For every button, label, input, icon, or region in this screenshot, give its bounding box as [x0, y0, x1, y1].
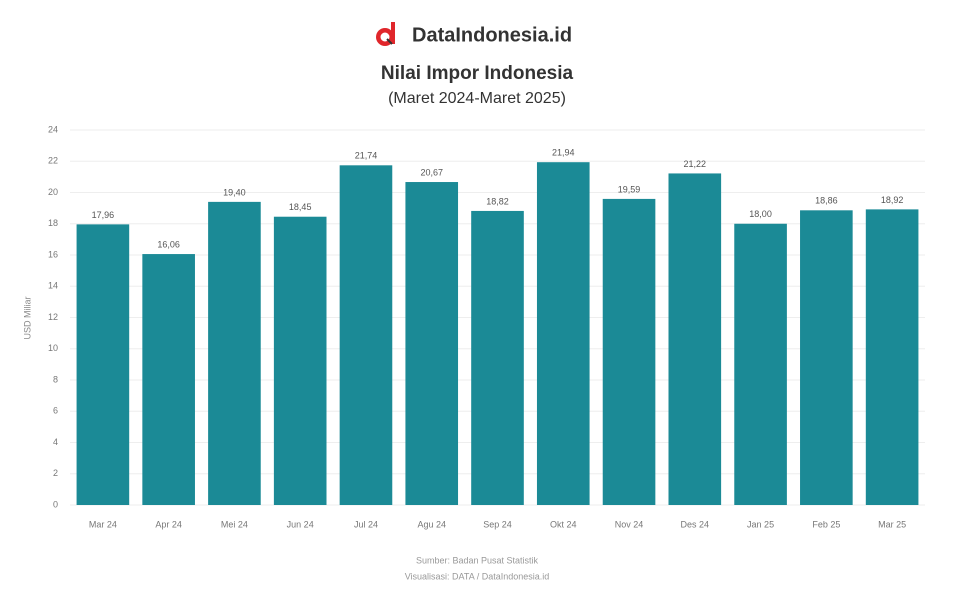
y-tick-label: 6	[53, 406, 58, 416]
y-tick-label: 2	[53, 468, 58, 478]
bar	[800, 210, 853, 505]
bar	[405, 182, 459, 505]
x-tick-label: Mar 25	[878, 519, 906, 529]
y-tick-label: 24	[48, 124, 58, 134]
value-label: 20,67	[420, 167, 443, 177]
x-tick-label: Okt 24	[550, 519, 577, 529]
x-tick-label: Apr 24	[155, 519, 182, 529]
x-tick-label: Feb 25	[812, 519, 840, 529]
value-label: 18,92	[881, 195, 904, 205]
bar	[734, 223, 787, 505]
source: Sumber: Badan Pusat Statistik	[416, 555, 539, 565]
bar	[471, 210, 524, 505]
bar	[208, 201, 261, 505]
x-tick-label: Jun 24	[287, 519, 314, 529]
value-label: 18,45	[289, 202, 312, 212]
bar	[536, 162, 590, 505]
x-tick-label: Jul 24	[354, 519, 378, 529]
x-tick-label: Des 24	[681, 519, 710, 529]
chart-subtitle: (Maret 2024-Maret 2025)	[388, 90, 566, 107]
value-label: 21,74	[355, 151, 378, 161]
bar	[865, 209, 919, 505]
bar	[142, 254, 195, 505]
brand: DataIndonesia.id	[412, 24, 572, 46]
value-label: 21,94	[552, 148, 575, 158]
bar	[339, 165, 393, 505]
x-tick-label: Mar 24	[89, 519, 117, 529]
value-label: 21,22	[684, 159, 707, 169]
value-label: 18,86	[815, 196, 838, 206]
x-tick-label: Mei 24	[221, 519, 248, 529]
y-tick-label: 22	[48, 156, 58, 166]
value-label: 19,59	[618, 184, 641, 194]
y-tick-label: 14	[48, 281, 58, 291]
value-label: 16,06	[157, 239, 180, 249]
y-tick-label: 0	[53, 499, 58, 509]
y-tick-label: 4	[53, 437, 58, 447]
credit: Visualisasi: DATA / DataIndonesia.id	[405, 571, 550, 581]
x-tick-label: Sep 24	[483, 519, 512, 529]
x-tick-label: Jan 25	[747, 519, 774, 529]
x-tick-label: Agu 24	[417, 519, 446, 529]
y-tick-label: 10	[48, 343, 58, 353]
y-tick-label: 8	[53, 374, 58, 384]
value-label: 17,96	[92, 210, 115, 220]
y-tick-label: 12	[48, 312, 58, 322]
x-tick-label: Nov 24	[615, 519, 644, 529]
chart-title: Nilai Impor Indonesia	[381, 63, 574, 84]
value-label: 18,82	[486, 196, 509, 206]
y-tick-label: 16	[48, 249, 58, 259]
bar	[76, 224, 130, 505]
bar	[273, 216, 327, 505]
bar	[668, 173, 722, 505]
value-label: 18,00	[749, 209, 772, 219]
logo	[376, 22, 395, 46]
y-tick-label: 20	[48, 187, 58, 197]
bar	[602, 198, 656, 505]
y-tick-label: 18	[48, 218, 58, 228]
y-axis-label: USD Miliar	[22, 296, 32, 339]
value-label: 19,40	[223, 187, 246, 197]
